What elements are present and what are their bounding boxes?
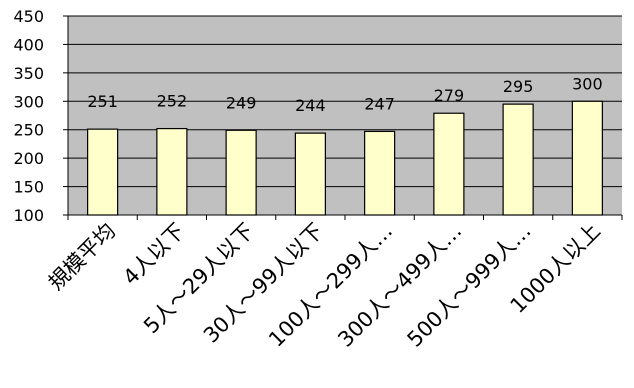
- plot-area: [68, 16, 622, 215]
- data-labels: 251 252 249 244 247 279 295 300: [87, 74, 602, 115]
- x-category-label: 300人～499人…: [333, 219, 466, 352]
- data-label: 251: [87, 92, 118, 111]
- axes: [63, 15, 623, 220]
- bar: [502, 103, 534, 216]
- x-category-labels: 規模平均4人以下5人～29人以下30人～99人以下100人～299人…300人～…: [44, 219, 605, 352]
- bar: [364, 130, 396, 216]
- y-tick-label: 400: [13, 35, 44, 54]
- y-tick-label: 350: [13, 64, 44, 83]
- data-label: 244: [295, 96, 326, 115]
- bar: [225, 129, 257, 216]
- data-label: 252: [157, 92, 188, 111]
- x-category-label: 500人～999人…: [403, 219, 536, 352]
- y-tick-label: 250: [13, 121, 44, 140]
- data-label: 249: [226, 93, 257, 112]
- data-label: 300: [572, 74, 603, 93]
- x-category-label: 100人～299人…: [264, 219, 397, 352]
- bar: [156, 127, 188, 216]
- x-category-label: 4人以下: [118, 219, 189, 290]
- data-label: 295: [503, 77, 534, 96]
- bar: [433, 112, 465, 216]
- x-category-label: 30人～99人以下: [199, 219, 328, 348]
- y-tick-label: 200: [13, 149, 44, 168]
- bar: [571, 100, 603, 216]
- x-category-label: 規模平均: [44, 219, 120, 295]
- y-tick-labels: 100 150 200 250 300 350 400 450: [13, 7, 44, 225]
- y-tick-label: 150: [13, 178, 44, 197]
- data-label: 247: [364, 94, 395, 113]
- bar: [87, 128, 119, 216]
- y-tick-label: 300: [13, 92, 44, 111]
- y-tick-label: 450: [13, 7, 44, 26]
- bar-series: [87, 100, 603, 216]
- data-label: 279: [434, 86, 465, 105]
- y-tick-label: 100: [13, 206, 44, 225]
- bar: [294, 132, 326, 216]
